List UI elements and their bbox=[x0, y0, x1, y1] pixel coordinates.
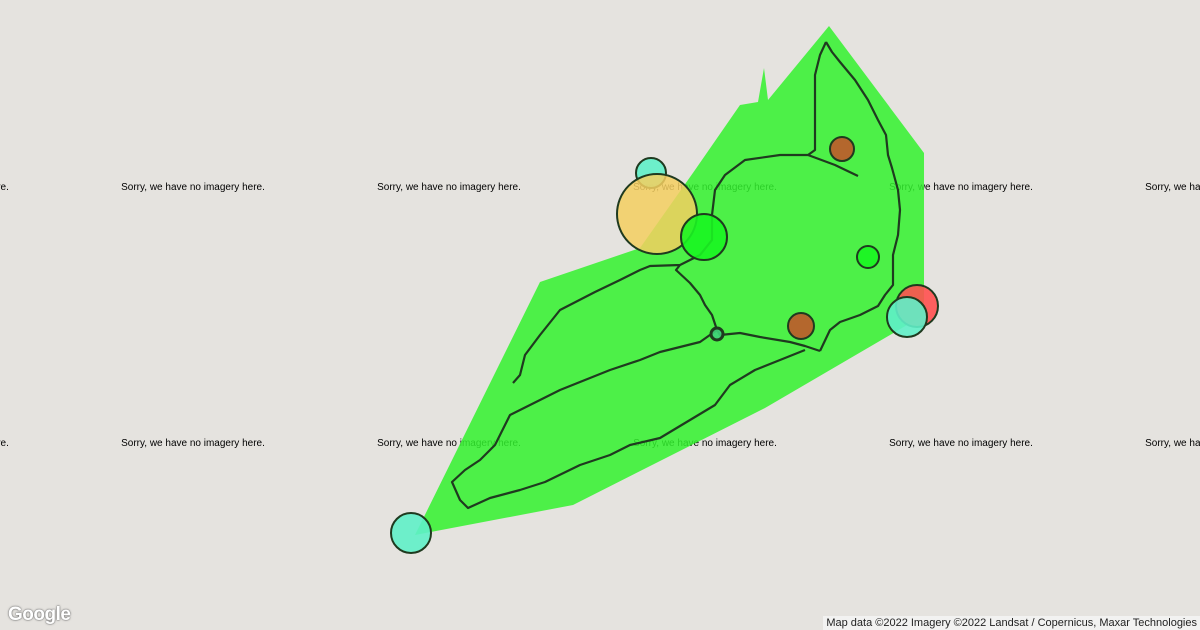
marker-brown[interactable] bbox=[829, 136, 855, 162]
marker-trail[interactable] bbox=[709, 326, 725, 342]
map-attribution[interactable]: Map data ©2022 Imagery ©2022 Landsat / C… bbox=[823, 616, 1200, 630]
no-imagery-message: Sorry, we have no imagery here. bbox=[121, 438, 265, 449]
no-imagery-message: Sorry, we have no imagery here. bbox=[377, 438, 521, 449]
no-imagery-message: Sorry, we have no imagery here. bbox=[889, 182, 1033, 193]
no-imagery-message: Sorry, we have no imagery here. bbox=[0, 182, 9, 193]
google-logo: Google bbox=[8, 604, 71, 625]
marker-green[interactable] bbox=[680, 213, 728, 261]
no-imagery-message: Sorry, we have no imagery here. bbox=[0, 438, 9, 449]
no-imagery-message: Sorry, we have no imagery here. bbox=[633, 438, 777, 449]
no-imagery-message: Sorry, we have no imagery here. bbox=[1145, 438, 1200, 449]
marker-yellow[interactable] bbox=[616, 173, 698, 255]
markers-layer bbox=[390, 136, 939, 554]
no-imagery-message: Sorry, we have no imagery here. bbox=[889, 438, 1033, 449]
no-imagery-message: Sorry, we have no imagery here. bbox=[1145, 182, 1200, 193]
no-imagery-message: Sorry, we have no imagery here. bbox=[377, 182, 521, 193]
marker-cyan[interactable] bbox=[390, 512, 432, 554]
no-imagery-message: Sorry, we have no imagery here. bbox=[121, 182, 265, 193]
marker-cyan[interactable] bbox=[886, 296, 928, 338]
marker-green[interactable] bbox=[856, 245, 880, 269]
area-polygon[interactable] bbox=[415, 26, 924, 535]
marker-brown[interactable] bbox=[787, 312, 815, 340]
